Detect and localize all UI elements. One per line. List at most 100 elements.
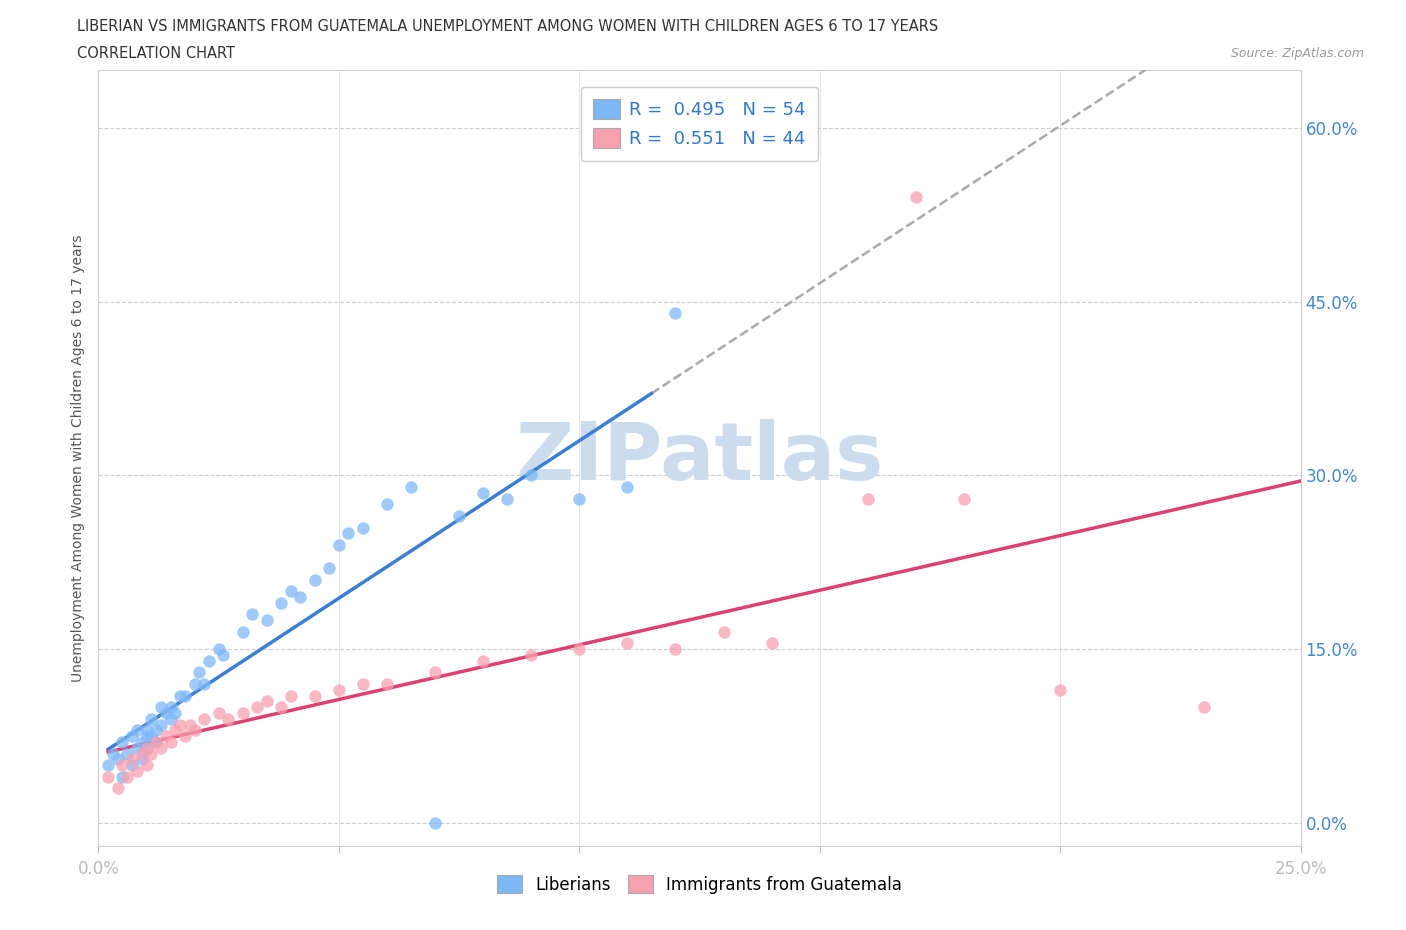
Point <box>193 711 215 726</box>
Point <box>141 746 163 761</box>
Point <box>174 729 197 744</box>
Y-axis label: Unemployment Among Women with Children Ages 6 to 17 years: Unemployment Among Women with Children A… <box>72 234 86 682</box>
Point <box>135 740 157 755</box>
Point <box>232 624 254 639</box>
Point <box>318 561 340 576</box>
Point <box>107 752 129 767</box>
Legend: Liberians, Immigrants from Guatemala: Liberians, Immigrants from Guatemala <box>486 865 912 904</box>
Point <box>165 706 187 721</box>
Point <box>111 758 134 773</box>
Point <box>165 723 187 737</box>
Point <box>904 190 927 205</box>
Point <box>155 706 177 721</box>
Point <box>375 677 398 692</box>
Point <box>761 636 783 651</box>
Point <box>280 584 302 599</box>
Point <box>111 735 134 750</box>
Point <box>198 654 221 669</box>
Point <box>149 740 172 755</box>
Point <box>155 729 177 744</box>
Point <box>208 706 231 721</box>
Point <box>256 613 278 628</box>
Point <box>568 642 591 657</box>
Point <box>246 699 269 714</box>
Point <box>111 769 134 784</box>
Point <box>496 491 519 506</box>
Point <box>520 647 543 662</box>
Point <box>472 654 495 669</box>
Point <box>101 746 124 761</box>
Point <box>117 746 139 761</box>
Point <box>135 758 157 773</box>
Point <box>149 699 172 714</box>
Point <box>240 607 263 622</box>
Point <box>131 746 153 761</box>
Point <box>125 740 148 755</box>
Point <box>125 723 148 737</box>
Point <box>107 781 129 796</box>
Point <box>149 717 172 732</box>
Point <box>145 723 167 737</box>
Point <box>188 665 211 680</box>
Point <box>953 491 976 506</box>
Point <box>145 735 167 750</box>
Point <box>121 758 143 773</box>
Text: Source: ZipAtlas.com: Source: ZipAtlas.com <box>1230 46 1364 60</box>
Point <box>472 485 495 500</box>
Point <box>131 735 153 750</box>
Point <box>328 683 350 698</box>
Point <box>352 520 374 535</box>
Text: ZIPatlas: ZIPatlas <box>516 419 883 497</box>
Point <box>174 688 197 703</box>
Point <box>328 538 350 552</box>
Point <box>616 480 638 495</box>
Point <box>290 590 312 604</box>
Point <box>169 688 191 703</box>
Point <box>280 688 302 703</box>
Point <box>256 694 278 709</box>
Point <box>616 636 638 651</box>
Text: LIBERIAN VS IMMIGRANTS FROM GUATEMALA UNEMPLOYMENT AMONG WOMEN WITH CHILDREN AGE: LIBERIAN VS IMMIGRANTS FROM GUATEMALA UN… <box>77 19 939 33</box>
Point <box>375 497 398 512</box>
Point <box>304 572 326 587</box>
Point <box>1049 683 1071 698</box>
Point <box>270 595 292 610</box>
Point <box>97 769 120 784</box>
Point <box>141 729 163 744</box>
Point <box>304 688 326 703</box>
Point <box>183 677 205 692</box>
Point <box>135 723 157 737</box>
Point <box>193 677 215 692</box>
Point <box>135 740 157 755</box>
Point <box>713 624 735 639</box>
Point <box>423 816 446 830</box>
Point <box>217 711 239 726</box>
Point <box>568 491 591 506</box>
Point <box>447 509 470 524</box>
Text: CORRELATION CHART: CORRELATION CHART <box>77 46 235 61</box>
Point <box>270 699 292 714</box>
Point <box>141 711 163 726</box>
Point <box>135 729 157 744</box>
Point <box>179 717 201 732</box>
Point <box>183 723 205 737</box>
Point <box>131 752 153 767</box>
Point <box>145 735 167 750</box>
Point <box>1194 699 1216 714</box>
Point <box>520 468 543 483</box>
Point <box>97 758 120 773</box>
Point <box>352 677 374 692</box>
Point <box>664 306 686 321</box>
Point <box>121 729 143 744</box>
Point <box>232 706 254 721</box>
Point <box>159 711 181 726</box>
Point <box>121 752 143 767</box>
Point <box>212 647 235 662</box>
Point <box>169 717 191 732</box>
Point <box>159 699 181 714</box>
Point <box>337 526 360 541</box>
Point <box>856 491 879 506</box>
Point <box>208 642 231 657</box>
Point <box>423 665 446 680</box>
Point <box>117 769 139 784</box>
